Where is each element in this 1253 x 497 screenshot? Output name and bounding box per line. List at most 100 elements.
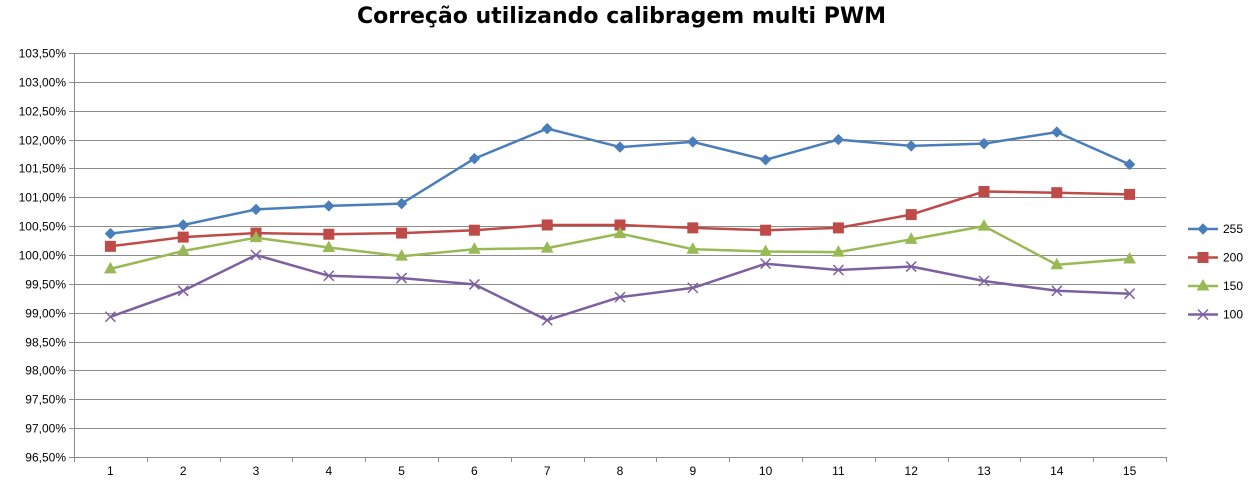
y-tick-label: 99,50% bbox=[25, 278, 66, 292]
data-point-100 bbox=[1124, 288, 1136, 300]
data-point-200 bbox=[832, 222, 844, 234]
data-point-255 bbox=[177, 219, 189, 231]
data-point-150 bbox=[1123, 252, 1136, 264]
x-tick-label: 7 bbox=[544, 464, 551, 478]
legend-item-100: 100 bbox=[1188, 308, 1243, 322]
x-tick-label: 10 bbox=[759, 464, 773, 478]
data-point-255 bbox=[395, 197, 408, 210]
data-point-150 bbox=[904, 232, 918, 244]
data-point-100 bbox=[541, 314, 553, 326]
data-point-150 bbox=[249, 230, 263, 243]
data-point-200 bbox=[978, 186, 990, 198]
data-point-150 bbox=[977, 219, 991, 231]
y-tick-label: 102,00% bbox=[19, 134, 67, 148]
x-tick-label: 1 bbox=[107, 464, 114, 478]
legend-item-200: 200 bbox=[1188, 251, 1243, 265]
x-tick-label: 6 bbox=[471, 464, 478, 478]
y-tick-label: 102,50% bbox=[19, 105, 67, 119]
data-point-100 bbox=[905, 261, 917, 273]
data-point-200 bbox=[396, 227, 408, 239]
x-tick-label: 3 bbox=[253, 464, 260, 478]
data-point-200 bbox=[1051, 187, 1063, 199]
data-point-255 bbox=[759, 154, 772, 166]
data-point-255 bbox=[104, 227, 117, 240]
y-tick-label: 100,50% bbox=[19, 220, 67, 234]
x-tick-label: 14 bbox=[1050, 464, 1064, 478]
legend-marker bbox=[1196, 278, 1210, 291]
y-tick-label: 98,00% bbox=[25, 364, 66, 378]
y-tick-label: 97,50% bbox=[25, 393, 66, 407]
y-tick-label: 99,00% bbox=[25, 307, 66, 321]
chart-title: Correção utilizando calibragem multi PWM bbox=[357, 4, 886, 29]
data-point-255 bbox=[832, 133, 845, 146]
series-200 bbox=[104, 186, 1136, 252]
data-point-255 bbox=[978, 137, 990, 150]
data-point-200 bbox=[468, 224, 480, 236]
x-tick-label: 9 bbox=[689, 464, 696, 478]
legend-label: 200 bbox=[1223, 251, 1243, 265]
data-point-150 bbox=[1050, 257, 1064, 270]
data-point-255 bbox=[1123, 158, 1136, 171]
data-point-255 bbox=[541, 122, 553, 135]
data-point-150 bbox=[395, 249, 408, 261]
data-point-200 bbox=[541, 219, 553, 231]
y-tick-label: 103,50% bbox=[19, 47, 67, 61]
legend-item-255: 255 bbox=[1188, 222, 1243, 236]
data-point-150 bbox=[832, 245, 845, 257]
y-tick-label: 103,00% bbox=[19, 76, 67, 90]
data-point-100 bbox=[177, 285, 189, 297]
x-tick-label: 4 bbox=[325, 464, 332, 478]
legend-label: 100 bbox=[1223, 308, 1243, 322]
data-point-200 bbox=[177, 231, 189, 243]
legend-marker bbox=[1197, 252, 1209, 263]
x-tick-label: 13 bbox=[977, 464, 991, 478]
data-point-100 bbox=[614, 291, 626, 303]
x-tick-label: 2 bbox=[180, 464, 187, 478]
data-point-150 bbox=[613, 226, 627, 239]
data-point-150 bbox=[104, 261, 117, 274]
data-point-200 bbox=[687, 222, 699, 234]
data-point-150 bbox=[322, 240, 336, 252]
x-tick-label: 8 bbox=[617, 464, 624, 478]
data-point-200 bbox=[760, 224, 772, 236]
data-point-255 bbox=[468, 152, 481, 165]
data-point-255 bbox=[687, 136, 699, 148]
x-tick-label: 15 bbox=[1123, 464, 1137, 478]
series-line-100 bbox=[109, 253, 1130, 322]
data-point-150 bbox=[759, 244, 772, 257]
data-point-100 bbox=[323, 270, 335, 282]
series-100 bbox=[104, 249, 1136, 326]
y-tick-label: 98,50% bbox=[25, 336, 66, 350]
y-tick-label: 101,00% bbox=[19, 191, 67, 205]
legend-marker bbox=[1197, 308, 1209, 321]
x-tick-label: 12 bbox=[905, 464, 919, 478]
data-point-200 bbox=[1124, 188, 1136, 200]
y-tick-label: 97,00% bbox=[25, 422, 66, 436]
legend-marker bbox=[1197, 223, 1209, 235]
data-point-100 bbox=[832, 264, 844, 276]
data-point-100 bbox=[687, 282, 699, 294]
data-point-150 bbox=[176, 243, 190, 256]
data-point-150 bbox=[540, 241, 554, 253]
data-point-100 bbox=[250, 249, 262, 261]
data-point-255 bbox=[323, 200, 335, 212]
data-point-200 bbox=[104, 240, 116, 252]
data-point-150 bbox=[686, 242, 700, 254]
data-point-100 bbox=[1051, 285, 1063, 297]
legend-label: 255 bbox=[1223, 222, 1243, 236]
y-tick-label: 100,00% bbox=[19, 249, 67, 263]
y-tick-label: 101,50% bbox=[19, 162, 67, 176]
data-point-100 bbox=[978, 275, 990, 287]
data-point-100 bbox=[104, 311, 116, 323]
data-point-100 bbox=[760, 258, 772, 270]
y-tick-label: 96,50% bbox=[25, 451, 66, 465]
legend-label: 150 bbox=[1223, 279, 1243, 293]
data-point-255 bbox=[905, 140, 917, 152]
data-point-255 bbox=[250, 203, 262, 216]
data-point-200 bbox=[323, 228, 335, 240]
data-point-100 bbox=[396, 272, 408, 284]
legend-item-150: 150 bbox=[1188, 278, 1243, 293]
data-point-150 bbox=[468, 242, 481, 254]
x-tick-label: 11 bbox=[832, 464, 845, 478]
